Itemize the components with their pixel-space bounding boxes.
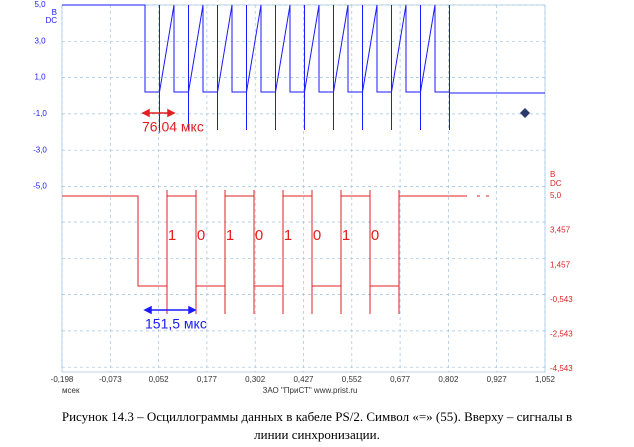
clock-trace bbox=[62, 4, 545, 130]
y-tick-label: -0,543 bbox=[550, 295, 573, 304]
bit-label: 1 bbox=[342, 227, 350, 244]
coupling: DC bbox=[45, 16, 57, 25]
trigger-marker bbox=[520, 108, 530, 118]
x-tick-label: -0,073 bbox=[99, 375, 122, 384]
y-tick-label: 3,457 bbox=[550, 226, 571, 235]
x-tick-label: 0,802 bbox=[438, 375, 459, 384]
y-tick-label: -1,0 bbox=[33, 109, 47, 118]
bit-label: 1 bbox=[168, 227, 176, 244]
y-tick-label: 3,0 bbox=[34, 36, 46, 45]
grid bbox=[61, 4, 546, 372]
data-label: 151,5 мкс bbox=[145, 316, 207, 332]
x-tick-label: 0,177 bbox=[197, 375, 218, 384]
caption: Рисунок 14.3 – Осциллограммы данных в ка… bbox=[62, 409, 572, 424]
y-tick-label: -3,0 bbox=[33, 145, 47, 154]
unit: B bbox=[550, 170, 555, 179]
bit-label: 0 bbox=[197, 227, 205, 244]
bit-label: 0 bbox=[255, 227, 263, 244]
clock-period-arrow bbox=[141, 108, 176, 118]
bit-label: 0 bbox=[313, 227, 321, 244]
x-unit: мсек bbox=[62, 386, 80, 395]
footer: ЗАО "ПриСТ" www.prist.ru bbox=[263, 386, 358, 395]
x-tick-label: 1,052 bbox=[535, 375, 556, 384]
y-tick-label: 5,0 bbox=[550, 191, 562, 200]
y-tick-label: 5,0 bbox=[34, 0, 46, 9]
unit: B bbox=[52, 8, 57, 17]
data-trace bbox=[62, 190, 489, 314]
y-tick-label: -4,543 bbox=[550, 364, 573, 373]
data-period-arrow bbox=[143, 305, 197, 315]
x-tick-label: 0,302 bbox=[245, 375, 266, 384]
bit-label: 0 bbox=[371, 227, 379, 244]
y-tick-label: -5,0 bbox=[33, 182, 47, 191]
x-tick-label: 0,677 bbox=[390, 375, 411, 384]
y-tick-label: -2,543 bbox=[550, 330, 573, 339]
coupling: DC bbox=[550, 179, 562, 188]
x-tick-label: 0,552 bbox=[342, 375, 363, 384]
x-tick-label: 0,927 bbox=[487, 375, 508, 384]
bit-label: 1 bbox=[226, 227, 234, 244]
clock-label: 76,04 мкс bbox=[142, 119, 204, 135]
x-tick-label: 0,427 bbox=[293, 375, 314, 384]
caption: линии синхронизации. bbox=[254, 427, 380, 442]
x-tick-label: 0,052 bbox=[149, 375, 170, 384]
y-tick-label: 1,0 bbox=[34, 73, 46, 82]
x-tick-label: -0,198 bbox=[51, 375, 74, 384]
bit-label: 1 bbox=[284, 227, 292, 244]
y-tick-label: 1,457 bbox=[550, 260, 571, 269]
